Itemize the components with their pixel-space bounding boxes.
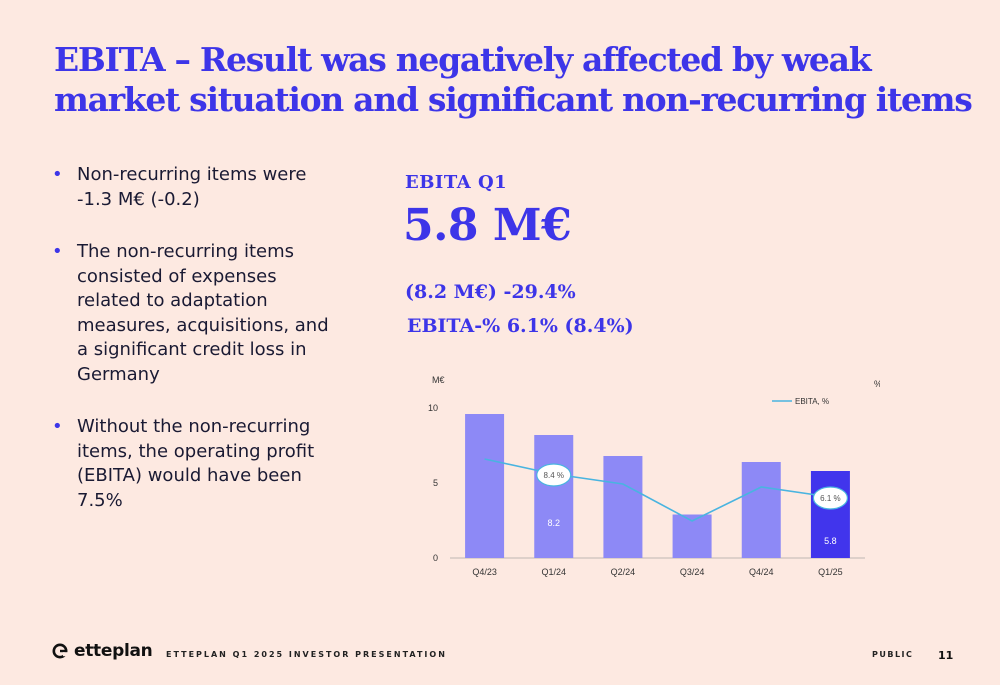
kpi-margin: EBITA-% 6.1% (8.4%) [407, 315, 634, 337]
bullet-item: • Non-recurring items were -1.3 M€ (-0.2) [52, 163, 332, 212]
y-axis-label: M€ [432, 375, 445, 385]
x-tick-label: Q3/24 [680, 567, 705, 577]
footer-classification: PUBLIC [872, 650, 914, 659]
bullet-dot-icon: • [52, 164, 63, 185]
bar-data-label: 8.2 [547, 518, 560, 528]
line-data-label: 8.4 % [544, 471, 564, 480]
bar [465, 414, 505, 558]
y-tick-label: 5 [433, 478, 438, 488]
line-label-bubble [536, 463, 572, 487]
bullet-list: • Non-recurring items were -1.3 M€ (-0.2)… [52, 163, 332, 541]
page-title: EBITA – Result was negatively affected b… [54, 40, 973, 119]
bullet-dot-icon: • [52, 416, 63, 437]
x-tick-label: Q1/25 [818, 567, 843, 577]
etteplan-logo-icon [52, 643, 68, 659]
brand-name: etteplan [74, 641, 153, 661]
bullet-item: • The non-recurring items consisted of ex… [52, 240, 332, 387]
y-tick-label: 0 [433, 553, 438, 563]
bar [534, 435, 574, 558]
bullet-text: Non-recurring items were -1.3 M€ (-0.2) [77, 164, 307, 210]
bar [603, 456, 643, 558]
ebita-chart: M€%0510051015Q4/23Q1/24Q2/24Q3/24Q4/24Q1… [428, 375, 880, 577]
kpi-value: 5.8 M€ [403, 200, 572, 251]
legend-label: EBITA, % [795, 397, 829, 406]
bar-data-label: 5.8 [824, 536, 837, 546]
footer-presentation: ETTEPLAN Q1 2025 INVESTOR PRESENTATION [166, 650, 447, 659]
footer-logo: etteplan [52, 641, 153, 661]
x-tick-label: Q1/24 [541, 567, 566, 577]
line-data-label: 6.1 % [820, 494, 840, 503]
y-tick-label: 10 [428, 403, 438, 413]
kpi-previous: (8.2 M€) -29.4% [405, 281, 576, 303]
bullet-text: Without the non-recurring items, the ope… [77, 416, 315, 511]
x-tick-label: Q2/24 [611, 567, 636, 577]
bar [741, 462, 781, 558]
bullet-item: • Without the non-recurring items, the op… [52, 415, 332, 513]
bar [810, 471, 850, 558]
line-label-bubble [812, 486, 849, 510]
x-tick-label: Q4/24 [749, 567, 774, 577]
bullet-text: The non-recurring items consisted of exp… [77, 241, 329, 385]
x-tick-label: Q4/23 [472, 567, 497, 577]
bullet-dot-icon: • [52, 241, 63, 262]
kpi-label: EBITA Q1 [405, 172, 508, 193]
page-number: 11 [938, 649, 954, 662]
y2-axis-label: % [874, 379, 880, 389]
